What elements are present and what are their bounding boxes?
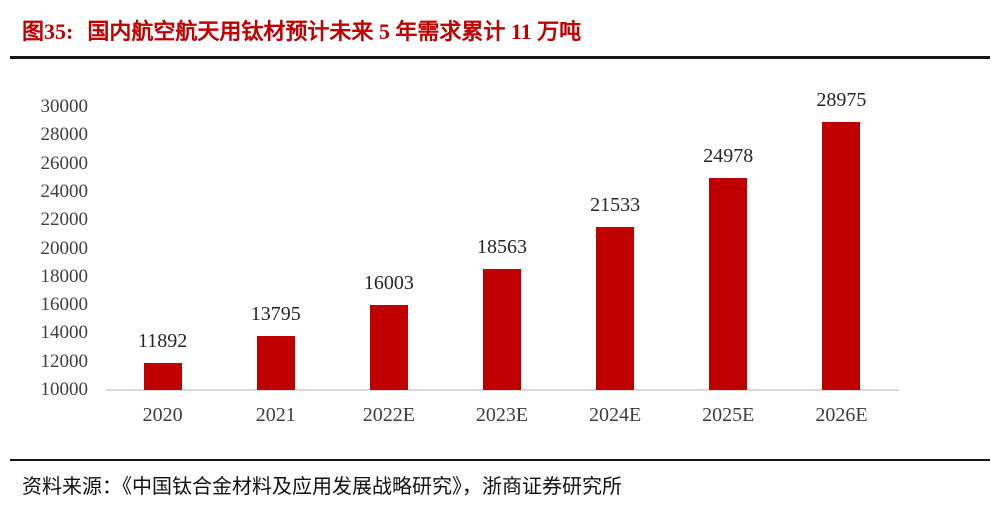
bar-2021 <box>256 336 295 390</box>
y-axis-tick-label: 16000 <box>40 294 89 316</box>
figure-label: 图35: <box>22 19 74 44</box>
x-axis-tick-label-2023E: 2023E <box>475 404 529 426</box>
x-axis-tick-label-2025E: 2025E <box>702 404 755 426</box>
value-label-2021: 13795 <box>250 303 301 325</box>
x-axis-tick-label-2020: 2020 <box>142 404 183 426</box>
figure-header: 图35: 国内航空航天用钛材预计未来 5 年需求累计 11 万吨 <box>22 14 581 46</box>
bar-2023E <box>483 269 521 390</box>
y-axis: 10000 12000 14000 16000 18000 20000 22000 24000… <box>0 96 89 400</box>
bar-2026E <box>822 122 861 390</box>
bar-2020 <box>143 363 182 390</box>
y-axis-tick-label: 20000 <box>40 237 89 259</box>
x-axis-tick-label-2022E: 2022E <box>362 404 415 426</box>
x-axis-tick-label-2024E: 2024E <box>589 404 642 426</box>
source-divider-line <box>10 459 990 461</box>
bar-2022E <box>369 305 408 390</box>
bar-chart-plot-area: 11892 2020 13795 2021 16003 2022E 18563 2023E 21… <box>106 89 899 426</box>
x-axis-tick-label-2021: 2021 <box>255 404 296 426</box>
y-axis-tick-label: 10000 <box>40 379 89 400</box>
value-label-2025E: 24978 <box>703 145 754 167</box>
value-label-2023E: 18563 <box>477 236 527 258</box>
y-axis-tick-label: 30000 <box>40 96 89 117</box>
y-axis-tick-label: 14000 <box>40 322 89 344</box>
value-label-2022E: 16003 <box>363 272 414 294</box>
bar-2024E <box>596 227 635 390</box>
x-axis-line <box>106 389 899 391</box>
y-axis-tick-label: 18000 <box>40 265 89 287</box>
figure-title: 国内航空航天用钛材预计未来 5 年需求累计 11 万吨 <box>87 19 582 44</box>
y-axis-tick-label: 28000 <box>40 124 89 146</box>
value-label-2024E: 21533 <box>590 194 641 216</box>
y-axis-tick-label: 24000 <box>40 180 89 202</box>
y-axis-tick-label: 22000 <box>40 209 89 231</box>
title-divider-line <box>10 56 990 59</box>
y-axis-tick-label: 26000 <box>40 152 89 174</box>
x-axis-tick-label-2026E: 2026E <box>815 404 868 426</box>
bar-2025E <box>709 178 748 390</box>
y-axis-tick-label: 12000 <box>40 350 89 372</box>
value-label-2026E: 28975 <box>816 89 867 111</box>
source-note: 资料来源：《中国钛合金材料及应用发展战略研究》，浙商证券研究所 <box>22 476 622 498</box>
value-label-2020: 11892 <box>137 330 188 352</box>
